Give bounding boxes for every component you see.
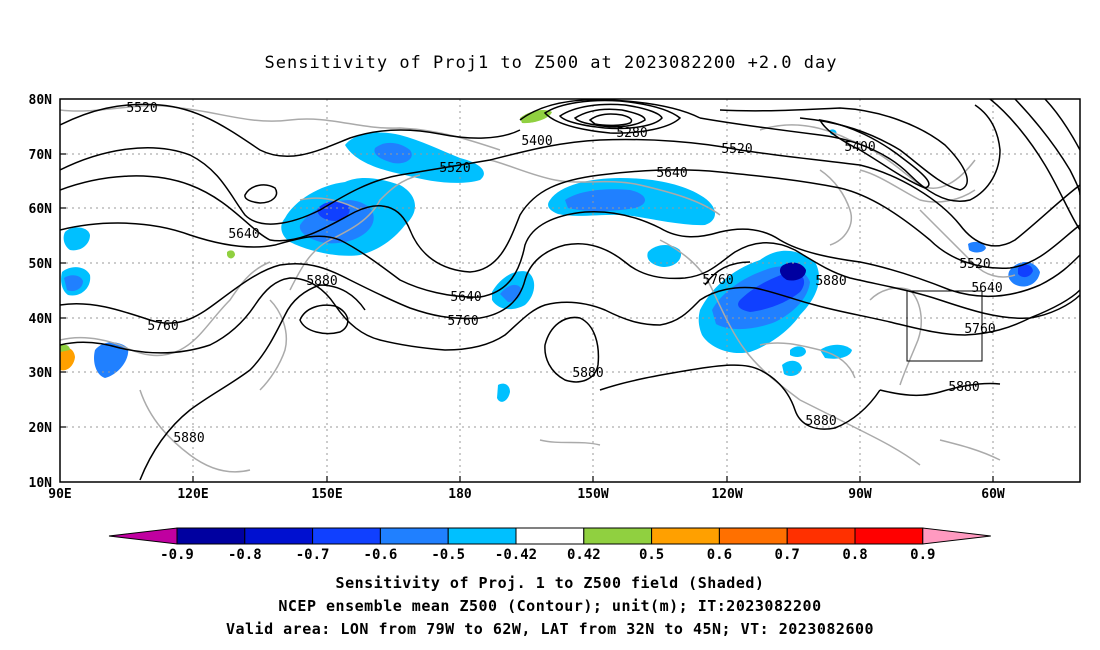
colorbar-label: -0.6 <box>364 547 398 563</box>
contour-label: 5760 <box>702 273 733 288</box>
colorbar-label: 0.42 <box>567 547 601 563</box>
lat-tick-label: 30N <box>29 366 53 381</box>
colorbar-segment <box>651 527 720 545</box>
colorbar-label: -0.5 <box>431 547 465 563</box>
colorbar-arrow-low <box>108 527 178 545</box>
colorbar-arrow-high <box>922 527 991 545</box>
colorbar-segment <box>583 527 653 545</box>
map-frame <box>59 98 1081 483</box>
sensitivity-shading <box>60 110 1040 402</box>
contour-label: 5280 <box>616 126 647 141</box>
contour-label: 5880 <box>815 274 846 289</box>
colorbar-segment <box>244 527 314 545</box>
z500-contours <box>60 99 1080 481</box>
shade-china-2 <box>63 227 90 251</box>
contour-label: 5760 <box>147 319 178 334</box>
shade-alaska-core <box>565 189 646 211</box>
contour-label: 5520 <box>721 142 752 157</box>
colorbar-segment <box>515 527 585 545</box>
shade-green-japan <box>227 250 235 259</box>
lat-tick-label: 20N <box>29 421 53 436</box>
shade-india-orange <box>60 347 75 371</box>
colorbar: -0.9 -0.8 -0.7 -0.6 -0.5 -0.42 0.42 0.5 0.6 0.7 0.… <box>108 527 991 563</box>
shade-arctic <box>345 132 484 183</box>
shade-caribbean-1 <box>782 360 802 376</box>
contour-label: 5880 <box>805 414 836 429</box>
colorbar-segment <box>176 527 246 545</box>
map-title: Sensitivity of Proj1 to Z500 at 20230822… <box>265 53 838 73</box>
axis-ticks <box>60 153 994 482</box>
colorbar-label: -0.42 <box>495 547 537 563</box>
colorbar-label: 0.6 <box>707 547 732 563</box>
colorbar-label: 0.8 <box>842 547 867 563</box>
shade-caribbean-2 <box>820 344 852 359</box>
coastlines <box>60 104 1016 473</box>
shade-atlantic-core <box>1018 264 1033 278</box>
colorbar-label: 0.7 <box>775 547 800 563</box>
lon-tick-label: 120E <box>177 487 208 502</box>
contour-label: 5640 <box>450 290 481 305</box>
colorbar-segment <box>379 527 449 545</box>
shade-gulf <box>647 244 682 267</box>
lat-tick-label: 50N <box>29 257 53 272</box>
contour-label: 5880 <box>173 431 204 446</box>
contour-label: 5760 <box>964 322 995 337</box>
shade-arctic-core <box>374 142 412 164</box>
contour-label: 5640 <box>656 166 687 181</box>
contour-label: 5640 <box>228 227 259 242</box>
footer-line-3: Valid area: LON from 79W to 62W, LAT fro… <box>226 620 874 638</box>
contour-label: 5880 <box>948 380 979 395</box>
colorbar-label: -0.7 <box>296 547 330 563</box>
lat-axis: 80N 70N 60N 50N 40N 30N 20N 10N <box>29 93 53 491</box>
shade-dot-pacific <box>497 383 510 402</box>
lat-tick-label: 10N <box>29 476 53 491</box>
shade-npac-core <box>500 284 522 302</box>
lon-tick-label: 90E <box>48 487 71 502</box>
colorbar-label: -0.9 <box>160 547 194 563</box>
contour-label: 5400 <box>521 134 552 149</box>
valid-area-box <box>906 290 983 362</box>
colorbar-label: 0.9 <box>910 547 935 563</box>
contour-label: 5640 <box>971 281 1002 296</box>
contour-label: 5880 <box>572 366 603 381</box>
lon-tick-label: 150E <box>311 487 342 502</box>
lon-tick-label: 120W <box>711 487 742 502</box>
lon-tick-label: 60W <box>981 487 1005 502</box>
lat-tick-label: 80N <box>29 93 53 108</box>
lat-tick-label: 70N <box>29 148 53 163</box>
contour-label: 5520 <box>959 257 990 272</box>
contour-label: 5880 <box>306 274 337 289</box>
shade-china-3 <box>94 342 129 378</box>
shade-green-pole <box>520 110 552 124</box>
contour-labels: 5520 5400 5280 5520 5400 5520 5640 5640 … <box>126 101 1002 446</box>
shade-india-green <box>60 344 70 352</box>
shade-newfoundland <box>968 241 986 253</box>
colorbar-segment <box>718 527 788 545</box>
colorbar-segment <box>447 527 517 545</box>
colorbar-segment <box>786 527 856 545</box>
contour-label: 5520 <box>439 161 470 176</box>
lat-tick-label: 40N <box>29 312 53 327</box>
colorbar-label: -0.8 <box>228 547 262 563</box>
footer-line-2: NCEP ensemble mean Z500 (Contour); unit(… <box>278 597 821 615</box>
lon-axis: 90E 120E 150E 180 150W 120W 90W 60W <box>48 487 1005 502</box>
contour-label: 5400 <box>844 140 875 155</box>
shade-northamerica-deep <box>779 262 806 281</box>
colorbar-segment <box>312 527 381 545</box>
lon-tick-label: 180 <box>448 487 472 502</box>
lat-tick-label: 60N <box>29 202 53 217</box>
contour-label: 5520 <box>126 101 157 116</box>
lon-tick-label: 150W <box>577 487 608 502</box>
contour-label: 5760 <box>447 314 478 329</box>
colorbar-segment <box>854 527 924 545</box>
footer-line-1: Sensitivity of Proj. 1 to Z500 field (Sh… <box>336 574 765 592</box>
map-area: 5520 5400 5280 5520 5400 5520 5640 5640 … <box>60 99 1080 482</box>
lon-tick-label: 90W <box>848 487 872 502</box>
shade-china-1-core <box>64 275 83 291</box>
colorbar-label: 0.5 <box>639 547 664 563</box>
shade-caribbean-3 <box>790 346 806 357</box>
